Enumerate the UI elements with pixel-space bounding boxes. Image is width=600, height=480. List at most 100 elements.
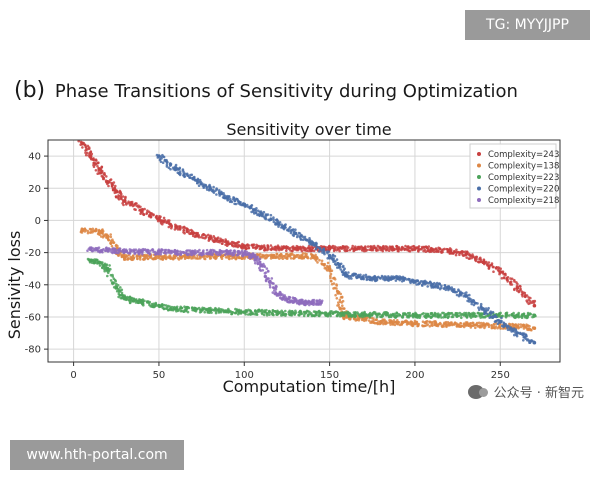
data-point: [144, 249, 148, 252]
data-point: [270, 277, 274, 280]
plot-frame: [47, 139, 561, 363]
data-point: [387, 315, 391, 319]
data-point: [316, 261, 319, 264]
data-point: [326, 261, 330, 265]
data-point: [343, 313, 346, 316]
data-point: [478, 324, 481, 327]
data-point: [328, 244, 331, 248]
data-point: [434, 286, 438, 289]
data-point: [143, 254, 147, 258]
data-point: [229, 249, 232, 252]
data-point: [86, 229, 90, 233]
legend-label: Complexity=220: [488, 185, 559, 195]
data-point: [284, 309, 287, 313]
data-point: [191, 256, 194, 260]
data-point: [455, 290, 459, 294]
data-point: [510, 313, 514, 317]
data-point: [204, 236, 208, 239]
data-point: [110, 244, 114, 248]
x-tick-label: 200: [405, 370, 424, 381]
data-point: [165, 165, 169, 168]
data-point: [492, 270, 495, 273]
data-point: [312, 298, 316, 302]
data-point: [163, 219, 167, 222]
data-point: [240, 244, 243, 247]
series-point: [515, 286, 520, 290]
data-point: [389, 323, 392, 326]
data-point: [118, 289, 122, 292]
data-point: [406, 311, 410, 315]
data-point: [118, 247, 122, 250]
data-point: [202, 249, 205, 252]
data-point: [472, 321, 475, 325]
data-point: [477, 308, 481, 312]
data-point: [265, 312, 268, 315]
data-point: [506, 276, 510, 279]
data-point: [380, 274, 384, 278]
data-point: [460, 291, 464, 295]
data-point: [112, 277, 116, 280]
series-point: [105, 180, 110, 184]
data-point: [101, 248, 104, 252]
data-point: [109, 242, 113, 246]
data-point: [460, 316, 463, 320]
data-point: [155, 215, 158, 218]
data-point: [450, 315, 454, 319]
data-point: [236, 243, 239, 246]
data-point: [224, 253, 227, 257]
series-point: [123, 249, 127, 253]
series-point: [131, 299, 136, 303]
series-point: [481, 260, 486, 265]
data-point: [399, 276, 403, 279]
data-point: [499, 311, 502, 315]
data-point: [288, 246, 292, 250]
data-point: [340, 301, 344, 304]
data-point: [94, 229, 97, 232]
data-point: [404, 244, 407, 248]
series-point: [225, 250, 229, 255]
data-point: [425, 321, 428, 324]
data-point: [169, 167, 172, 171]
legend-label: Complexity=218: [488, 196, 559, 206]
series-point: [370, 276, 375, 281]
data-point: [182, 251, 186, 254]
data-point: [290, 312, 293, 315]
data-point: [275, 252, 279, 256]
data-point: [430, 315, 434, 319]
data-point: [381, 245, 385, 249]
data-point: [294, 228, 297, 231]
data-point: [102, 173, 106, 176]
data-point: [195, 179, 199, 182]
data-point: [216, 240, 220, 244]
data-point: [107, 184, 110, 188]
data-point: [402, 313, 405, 316]
data-point: [467, 296, 470, 300]
series-point: [114, 189, 119, 194]
data-point: [458, 311, 462, 315]
data-point: [167, 251, 171, 254]
data-point: [272, 286, 275, 290]
data-point: [317, 314, 321, 317]
data-point: [341, 304, 344, 307]
data-point: [199, 180, 203, 184]
data-point: [272, 216, 275, 219]
data-point: [112, 181, 116, 184]
data-point: [323, 266, 327, 270]
legend-label: Complexity=243: [488, 150, 559, 160]
series-point: [396, 246, 400, 251]
data-point: [417, 250, 420, 253]
data-point: [273, 289, 276, 292]
panel-title: (b) Phase Transitions of Sensitivity dur…: [14, 78, 518, 103]
data-point: [125, 203, 128, 206]
data-point: [300, 249, 304, 253]
data-point: [299, 238, 303, 241]
data-point: [490, 326, 494, 330]
data-point: [386, 312, 390, 315]
data-point: [497, 313, 500, 316]
data-point: [397, 249, 400, 253]
data-point: [186, 174, 189, 177]
data-point: [272, 282, 275, 285]
data-point: [393, 247, 397, 251]
data-point: [197, 253, 201, 256]
data-point: [275, 285, 278, 288]
